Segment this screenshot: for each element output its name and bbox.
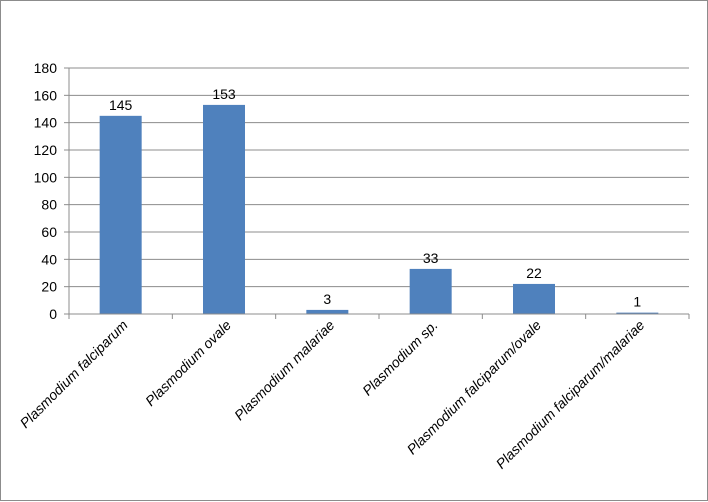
y-tick-label: 100	[34, 169, 58, 185]
bars	[99, 104, 659, 315]
y-tick-label: 20	[41, 279, 57, 295]
x-axis-tick-labels: Plasmodium falciparum Plasmodium ovalePla…	[17, 317, 648, 472]
bar	[616, 312, 659, 314]
data-label: 1	[633, 294, 641, 310]
x-tick-label: Plasmodium falciparum	[17, 317, 131, 431]
bar	[99, 115, 142, 314]
y-tick-label: 80	[41, 197, 57, 213]
bar	[513, 283, 555, 314]
bar	[306, 309, 349, 314]
x-tick-label: Plasmodium ovale	[142, 317, 234, 409]
y-tick-label: 180	[34, 60, 58, 76]
y-axis-tick-labels: 0 20 40 60 80 100 120 140 160 180	[34, 60, 58, 322]
x-tick-label: Plasmodium malariae	[231, 317, 338, 424]
data-label: 22	[526, 265, 542, 281]
y-tick-label: 140	[34, 115, 58, 131]
y-tick-label: 40	[41, 251, 57, 267]
gridlines	[69, 67, 689, 288]
y-tick-label: 160	[34, 87, 58, 103]
y-tick-label: 120	[34, 142, 58, 158]
y-tick-label: 60	[41, 224, 57, 240]
bar	[203, 104, 245, 315]
data-label: 3	[323, 291, 331, 307]
axes	[64, 67, 690, 319]
data-label: 153	[212, 86, 236, 102]
bar	[409, 268, 452, 314]
data-label: 33	[423, 250, 439, 266]
y-tick-label: 0	[49, 306, 57, 322]
x-tick-label: Plasmodium sp.	[359, 317, 441, 399]
data-label: 145	[109, 97, 133, 113]
